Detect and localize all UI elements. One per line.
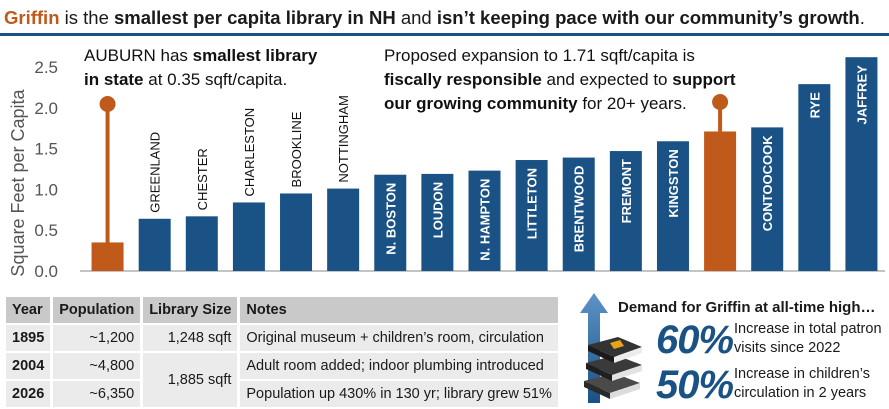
headline-bold2: isn’t keeping pace with our community’s …: [436, 7, 860, 28]
bar-label: N. HAMPTON: [478, 179, 493, 261]
bar-label: CHESTER: [195, 148, 210, 210]
bar-label: JAFFREY: [854, 65, 869, 125]
proposed-bold-3: our growing community: [384, 94, 578, 113]
bar-label: NOTTINGHAM: [336, 95, 351, 182]
headline: Griffin is the smallest per capita libra…: [4, 4, 889, 34]
headline-part2: and: [395, 7, 437, 28]
y-tick-label: 2.5: [34, 58, 58, 77]
bar: [468, 170, 501, 271]
auburn-text-1: AUBURN has: [84, 46, 193, 65]
cell-population: ~4,800: [53, 353, 141, 379]
y-tick-label: 1.0: [34, 180, 58, 199]
table-row: 1895 ~1,200 1,248 sqft Original museum +…: [6, 325, 558, 351]
bar-labels: GREENLAND CHESTER CHARLESTON BROOKLINE NOTTI…: [148, 65, 870, 261]
bar-label: RYE: [807, 92, 822, 119]
proposed-annotation: Proposed expansion to 1.71 sqft/capita i…: [384, 44, 736, 116]
header-year: Year: [6, 297, 51, 323]
auburn-bold-2: in state: [84, 70, 144, 89]
bar: [91, 242, 124, 271]
bars: [91, 57, 878, 271]
bar: [280, 193, 313, 271]
cell-year: 1895: [6, 325, 51, 351]
bar-chart: 0.0 0.5 1.0 1.5 2.0 2.5 Square Feet per Capit…: [8, 57, 885, 281]
bar-label: LOUDON: [430, 182, 445, 238]
history-table: Year Population Library Size Notes 1895 …: [3, 295, 561, 409]
bar: [232, 202, 265, 271]
headline-part1: is the: [59, 7, 114, 28]
bar-label: GREENLAND: [148, 132, 163, 213]
auburn-text-2: at 0.35 sqft/capita.: [143, 70, 288, 89]
books-stack-icon: [580, 293, 642, 403]
auburn-bold-1: smallest library: [192, 46, 318, 65]
cell-year: 2004: [6, 353, 51, 379]
bar: [656, 141, 689, 271]
auburn-annotation: AUBURN has smallest library in state at …: [84, 44, 317, 92]
bar: [704, 131, 737, 271]
bar: [562, 157, 595, 271]
proposed-text-1: Proposed expansion to 1.71 sqft/capita i…: [384, 46, 695, 65]
y-tick-label: 1.5: [34, 140, 58, 159]
bar: [751, 127, 784, 271]
cell-notes: Population up 430% in 130 yr; library gr…: [240, 381, 558, 407]
table-header-row: Year Population Library Size Notes: [6, 297, 558, 323]
stat-description: Increase in children’s circulation in 2 …: [734, 366, 870, 401]
y-tick-label: 2.0: [34, 99, 58, 118]
header-notes: Notes: [240, 297, 558, 323]
bar: [138, 218, 171, 271]
cell-notes: Original museum + children’s room, circu…: [240, 325, 558, 351]
bar-label: CONTOOCOOK: [760, 135, 775, 231]
bar: [374, 174, 407, 271]
headline-bold1: smallest per capita library in NH: [114, 7, 396, 28]
header-library-size: Library Size: [143, 297, 238, 323]
bar: [798, 84, 831, 271]
cell-year: 2026: [6, 381, 51, 407]
y-axis-title: Square Feet per Capita: [8, 88, 28, 276]
highlight-pins: [99, 94, 729, 243]
bar: [185, 216, 218, 271]
bar: [421, 173, 454, 271]
table-row: 2026 ~6,350 Population up 430% in 130 yr…: [6, 381, 558, 407]
pin-dot: [712, 94, 729, 110]
proposed-bold-1: fiscally responsible: [384, 70, 542, 89]
proposed-bold-2: support: [672, 70, 736, 89]
demand-title: Demand for Griffin at all-time high…: [618, 299, 876, 316]
proposed-text-2: and expected to: [541, 70, 673, 89]
pin-dot: [99, 96, 116, 112]
headline-name: Griffin: [4, 7, 60, 28]
bar-label: N. BOSTON: [383, 183, 398, 255]
bar-label: CHARLESTON: [242, 108, 257, 197]
stat-description: Increase in total patron visits since 20…: [734, 321, 882, 356]
headline-divider: [0, 33, 889, 36]
books: [584, 337, 642, 399]
y-tick-label: 0.0: [34, 262, 58, 281]
stat-value: 60%: [656, 318, 734, 362]
bar-label: KINGSTON: [666, 149, 681, 217]
table-row: 2004 ~4,800 1,885 sqft Adult room added;…: [6, 353, 558, 407]
bar-label: LITTLETON: [525, 168, 540, 239]
bar: [327, 188, 360, 271]
bar-label: BRENTWOOD: [572, 166, 587, 253]
headline-end: .: [859, 7, 865, 28]
header-population: Population: [53, 297, 141, 323]
bar: [515, 160, 548, 271]
cell-size: 1,885 sqft: [143, 353, 238, 407]
cell-notes: Adult room added; indoor plumbing introd…: [240, 353, 558, 379]
bar: [845, 57, 878, 271]
cell-population: ~6,350: [53, 381, 141, 407]
bar: [609, 151, 642, 271]
bar-label: BROOKLINE: [289, 111, 304, 187]
proposed-text-3: for 20+ years.: [577, 94, 687, 113]
bar-label: FREMONT: [619, 159, 634, 223]
y-tick-label: 0.5: [34, 221, 58, 240]
cell-population: ~1,200: [53, 325, 141, 351]
stat-value: 50%: [656, 363, 734, 407]
cell-size: 1,248 sqft: [143, 325, 238, 351]
y-axis: 0.0 0.5 1.0 1.5 2.0 2.5: [34, 58, 58, 281]
